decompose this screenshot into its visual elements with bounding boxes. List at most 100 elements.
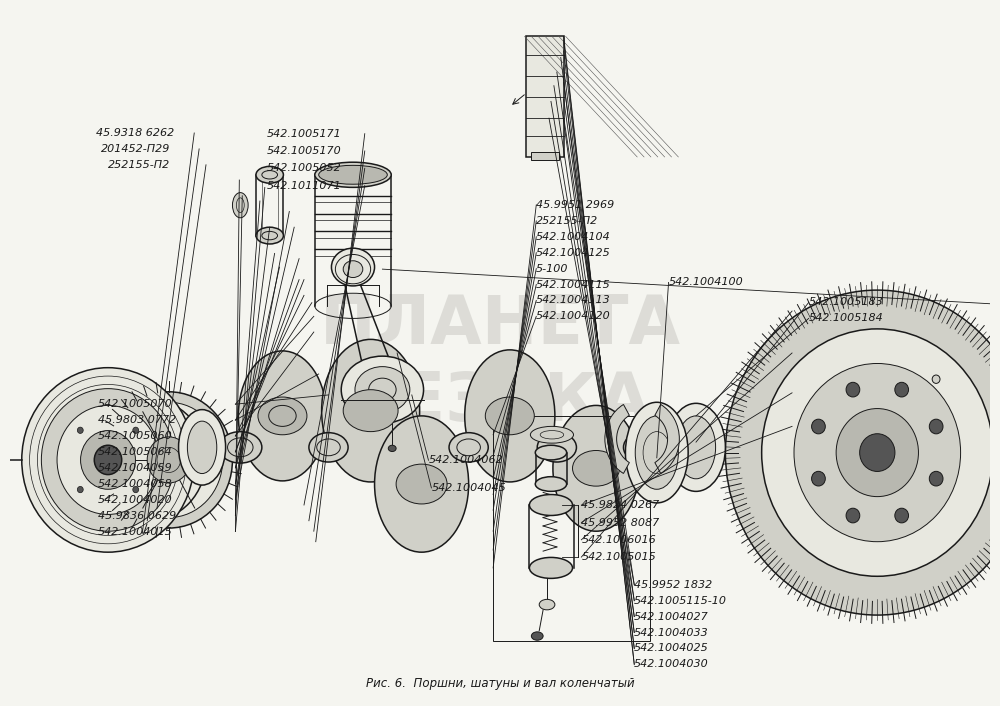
Circle shape xyxy=(725,290,1000,615)
Ellipse shape xyxy=(396,464,447,504)
Circle shape xyxy=(92,399,206,521)
Ellipse shape xyxy=(573,450,620,486)
Circle shape xyxy=(860,433,895,472)
Ellipse shape xyxy=(375,416,469,552)
Text: 542.1005070: 542.1005070 xyxy=(98,399,173,409)
Text: 45.9836 0629: 45.9836 0629 xyxy=(98,510,176,520)
Text: 542.1004030: 542.1004030 xyxy=(634,659,709,669)
Circle shape xyxy=(812,472,825,486)
Ellipse shape xyxy=(315,162,391,187)
Circle shape xyxy=(929,419,943,434)
Text: 542.1005015: 542.1005015 xyxy=(581,552,656,562)
Text: ПЛАНЕТА
БЕЗЯКА: ПЛАНЕТА БЕЗЯКА xyxy=(319,292,681,435)
Circle shape xyxy=(57,405,159,515)
Circle shape xyxy=(108,416,190,504)
Text: 542.1005171: 542.1005171 xyxy=(267,128,342,138)
Text: 542.1006016: 542.1006016 xyxy=(581,535,656,545)
Ellipse shape xyxy=(187,421,217,474)
Circle shape xyxy=(133,486,139,493)
Circle shape xyxy=(81,431,135,489)
Bar xyxy=(526,37,564,157)
Text: 45.9951 2969: 45.9951 2969 xyxy=(536,200,615,210)
Circle shape xyxy=(762,329,993,576)
Text: 542.1004113: 542.1004113 xyxy=(536,295,611,306)
Circle shape xyxy=(130,439,169,481)
Ellipse shape xyxy=(258,397,307,435)
Text: 252155-П2: 252155-П2 xyxy=(108,160,170,170)
Ellipse shape xyxy=(238,351,327,481)
Circle shape xyxy=(846,382,860,397)
Text: 542.1004104: 542.1004104 xyxy=(536,232,611,241)
Wedge shape xyxy=(605,405,629,474)
Text: 45.9952 1832: 45.9952 1832 xyxy=(634,580,713,590)
Ellipse shape xyxy=(535,477,567,491)
Text: 45.9824 0267: 45.9824 0267 xyxy=(581,501,660,510)
Circle shape xyxy=(115,402,223,517)
Text: 542.1004120: 542.1004120 xyxy=(536,311,611,321)
Text: 542.1005115-10: 542.1005115-10 xyxy=(634,596,727,606)
Ellipse shape xyxy=(341,356,424,423)
Circle shape xyxy=(77,486,83,493)
Ellipse shape xyxy=(219,431,262,463)
Ellipse shape xyxy=(343,261,363,277)
Text: 542.1004125: 542.1004125 xyxy=(536,248,611,258)
Text: 201452-П29: 201452-П29 xyxy=(101,144,171,154)
Ellipse shape xyxy=(553,405,639,531)
Circle shape xyxy=(929,472,943,486)
Text: 542.1004115: 542.1004115 xyxy=(536,280,611,289)
Text: 542.1004058: 542.1004058 xyxy=(98,479,173,489)
Text: 542.1005064: 542.1005064 xyxy=(98,447,173,457)
Ellipse shape xyxy=(485,397,534,435)
Text: 542.1004059: 542.1004059 xyxy=(98,463,173,473)
Ellipse shape xyxy=(623,431,667,463)
Circle shape xyxy=(22,368,194,552)
Circle shape xyxy=(147,437,190,483)
Text: 542.1005183: 542.1005183 xyxy=(809,297,883,308)
Ellipse shape xyxy=(331,249,375,286)
Circle shape xyxy=(812,419,825,434)
Ellipse shape xyxy=(232,193,248,217)
Text: Рис. 6.  Поршни, шатуны и вал коленчатый: Рис. 6. Поршни, шатуны и вал коленчатый xyxy=(366,677,634,690)
Ellipse shape xyxy=(335,254,371,284)
Ellipse shape xyxy=(667,403,725,491)
Ellipse shape xyxy=(355,366,410,413)
Text: 542.1004027: 542.1004027 xyxy=(634,611,709,621)
Text: 542.1005184: 542.1005184 xyxy=(809,313,883,323)
Ellipse shape xyxy=(319,165,387,184)
Text: 45.9318 6262: 45.9318 6262 xyxy=(96,128,174,138)
Text: 542.1004020: 542.1004020 xyxy=(98,495,173,505)
Ellipse shape xyxy=(449,433,488,462)
Circle shape xyxy=(94,445,122,474)
Circle shape xyxy=(846,508,860,523)
Text: 542.1005170: 542.1005170 xyxy=(267,146,342,156)
Circle shape xyxy=(895,382,909,397)
Circle shape xyxy=(0,452,8,468)
Ellipse shape xyxy=(529,494,573,515)
Ellipse shape xyxy=(343,390,398,431)
Ellipse shape xyxy=(309,433,348,462)
Text: 542.1011071: 542.1011071 xyxy=(267,181,342,191)
Ellipse shape xyxy=(676,416,716,479)
Ellipse shape xyxy=(529,558,573,578)
Ellipse shape xyxy=(256,167,283,183)
Text: 542.1004062: 542.1004062 xyxy=(428,455,503,465)
Circle shape xyxy=(895,508,909,523)
Text: 252155-П2: 252155-П2 xyxy=(536,216,599,226)
Circle shape xyxy=(932,375,940,383)
Text: 542.1005060: 542.1005060 xyxy=(98,431,173,441)
Bar xyxy=(531,152,559,160)
Ellipse shape xyxy=(537,433,576,462)
Bar xyxy=(493,416,650,641)
Text: 45.9952 8087: 45.9952 8087 xyxy=(581,517,660,527)
Ellipse shape xyxy=(179,409,226,485)
Ellipse shape xyxy=(625,402,688,503)
Ellipse shape xyxy=(530,426,573,443)
Ellipse shape xyxy=(322,340,420,482)
Ellipse shape xyxy=(535,445,567,460)
Ellipse shape xyxy=(388,445,396,452)
Circle shape xyxy=(794,364,961,542)
Circle shape xyxy=(41,388,175,531)
Text: 542.1004015: 542.1004015 xyxy=(98,527,173,537)
Circle shape xyxy=(77,427,83,433)
Ellipse shape xyxy=(256,227,283,244)
